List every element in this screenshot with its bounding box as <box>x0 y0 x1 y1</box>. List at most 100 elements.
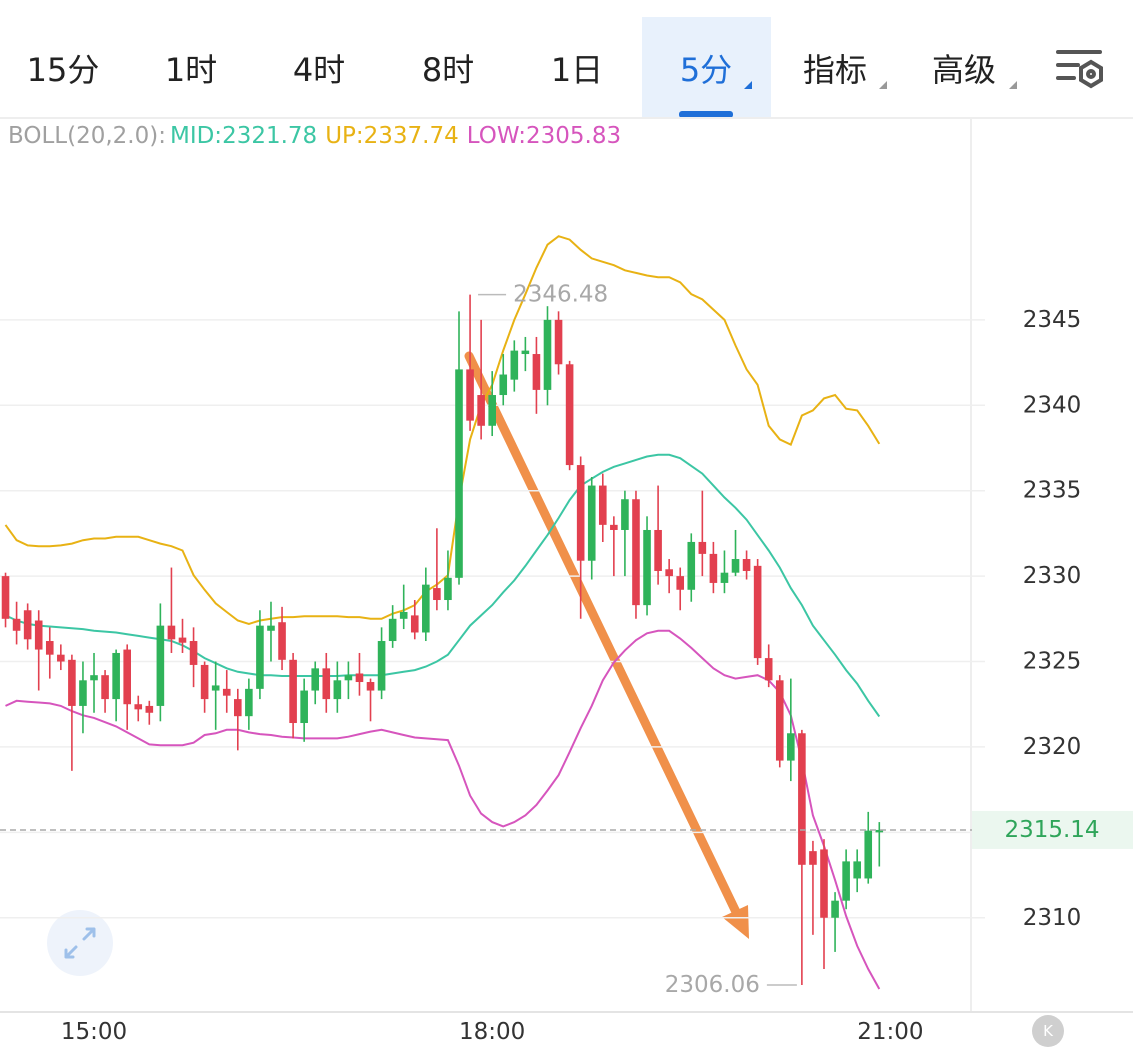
candle-body <box>654 529 662 571</box>
tab-dropdown-mark <box>879 81 887 89</box>
candle-body <box>178 637 187 643</box>
candle-body <box>57 654 65 662</box>
y-tick-label: 2335 <box>1023 478 1082 504</box>
candle-body <box>222 688 231 696</box>
candle-body <box>554 319 563 365</box>
candle-body <box>598 485 607 525</box>
candle-body <box>112 652 120 700</box>
candle-body <box>798 733 806 865</box>
candle-body <box>433 588 441 601</box>
boll-line <box>4 235 881 625</box>
last-price-box <box>972 810 1133 849</box>
candle-body <box>101 675 109 700</box>
candle-body <box>200 664 209 700</box>
candle-body <box>410 615 419 633</box>
candle-body <box>709 553 718 583</box>
tab-dropdown-mark <box>744 81 752 89</box>
tab[interactable]: 5分 <box>680 51 732 89</box>
selected-tab-background <box>642 17 771 118</box>
selected-tab-underline <box>679 111 733 118</box>
candle-body <box>145 705 154 713</box>
arrow-head <box>722 905 749 939</box>
expand-button[interactable] <box>47 910 113 976</box>
candle-body <box>333 680 342 700</box>
candle-body <box>344 675 353 681</box>
candle-body <box>233 699 242 717</box>
candle-body <box>676 576 685 590</box>
candle-body <box>355 673 364 683</box>
y-tick-label: 2330 <box>1023 563 1082 589</box>
y-tick-label: 2325 <box>1023 649 1082 675</box>
candle-body <box>156 625 165 706</box>
candle-body <box>267 625 275 631</box>
indicator-legend: BOLL(20,2.0): MID:2321.78 UP:2337.74 LOW:23… <box>8 123 621 149</box>
legend-name: LOW: <box>467 123 526 149</box>
candle-body <box>532 354 541 390</box>
legend-value: 2305.83 <box>526 123 621 149</box>
settings-icon[interactable] <box>1056 50 1103 89</box>
candle-body <box>311 668 320 691</box>
y-tick-label: 2345 <box>1023 307 1082 333</box>
candle-body <box>189 641 198 665</box>
candle-body <box>820 849 828 918</box>
candle-body <box>764 658 773 681</box>
candle-body <box>422 584 430 633</box>
tab[interactable]: 指标 <box>803 51 867 89</box>
legend-value: 2337.74 <box>364 123 459 149</box>
candle-body <box>775 680 784 761</box>
candle-body <box>289 659 297 724</box>
candle-body <box>211 685 220 691</box>
candle-body <box>79 680 87 706</box>
boll-line <box>5 453 881 718</box>
candle-body <box>300 690 308 724</box>
tab[interactable]: 8时 <box>422 51 474 89</box>
candle-body <box>245 688 253 717</box>
candle-body <box>853 861 861 879</box>
candle-body <box>742 559 751 571</box>
legend-name: MID: <box>170 123 222 149</box>
candle-body <box>34 620 43 650</box>
candle-body <box>278 622 286 660</box>
candle-body <box>455 369 463 578</box>
candle-body <box>632 499 640 606</box>
candle-body <box>842 861 850 901</box>
candle-body <box>167 625 176 640</box>
boll-line <box>5 629 881 990</box>
x-tick-label: 15:00 <box>61 1019 127 1045</box>
indicator-name: BOLL(20,2.0): <box>8 123 166 149</box>
tab[interactable]: 1日 <box>551 51 603 89</box>
candle-body <box>875 829 884 833</box>
candle-body <box>68 659 76 706</box>
min-label: 2306.06 <box>665 972 760 998</box>
max-label: 2346.48 <box>513 282 608 308</box>
tab[interactable]: 15分 <box>27 51 100 89</box>
candle-body <box>466 369 474 421</box>
icon-hex <box>1079 59 1103 89</box>
candle-body <box>366 682 375 691</box>
tab[interactable]: 高级 <box>932 51 996 89</box>
tab[interactable]: 4时 <box>293 51 345 89</box>
tab[interactable]: 1时 <box>165 51 217 89</box>
expand-glyph <box>64 927 96 959</box>
candle-body <box>377 641 386 691</box>
candle-body <box>543 319 552 390</box>
candle-body <box>488 395 496 426</box>
candle-body <box>831 900 839 918</box>
candle-body <box>809 851 817 865</box>
candle-body <box>698 541 707 554</box>
candle-body <box>621 499 629 530</box>
candle-body <box>134 704 143 710</box>
candle-body <box>322 668 331 700</box>
candle-body <box>1 576 10 619</box>
candle-body <box>864 830 873 879</box>
legend-name: UP: <box>325 123 363 149</box>
candle-body <box>23 610 32 640</box>
candle-body <box>565 364 574 466</box>
candle-body <box>720 572 729 583</box>
tab-dropdown-mark <box>1009 81 1017 89</box>
candle-body <box>753 565 762 659</box>
k-button[interactable] <box>1032 1015 1064 1047</box>
candle-body <box>643 529 651 606</box>
